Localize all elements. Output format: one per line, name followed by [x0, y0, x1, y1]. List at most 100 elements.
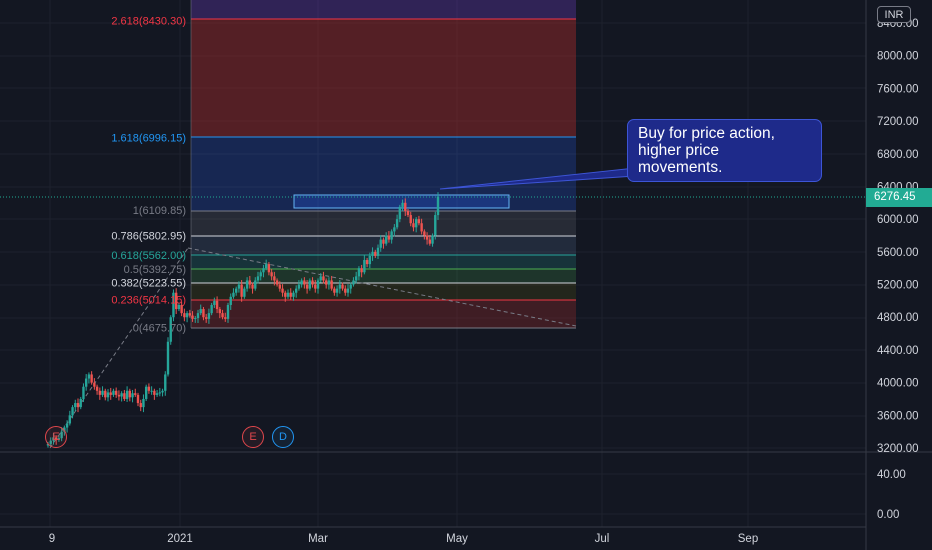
candle-body [406, 210, 410, 216]
candle-body [333, 288, 336, 293]
candle-body [346, 288, 350, 293]
candle-body [191, 315, 194, 319]
candle-body [322, 276, 325, 281]
candle-body [169, 317, 172, 342]
fib-level-label: 0.236(5014.15) [111, 295, 186, 307]
candle-body [158, 392, 162, 394]
candle-body [218, 309, 222, 314]
candle-body [376, 247, 380, 256]
candle-body [114, 390, 118, 395]
candle-body [221, 313, 224, 318]
candle-body [365, 260, 369, 265]
candle-body [398, 206, 402, 220]
price-tick-label: 7200.00 [877, 116, 919, 128]
candle-body [409, 215, 412, 224]
candle-body [259, 272, 262, 277]
candle-body [404, 202, 407, 211]
candle-body [76, 403, 80, 408]
candle-body [98, 390, 102, 395]
candle-body [79, 398, 82, 408]
candle-body [210, 304, 213, 314]
volume-axis[interactable]: 40.00 0.00 [877, 469, 906, 521]
candle-body [349, 284, 352, 289]
candle-body [436, 196, 440, 216]
candle-body [420, 223, 423, 232]
candle-body [106, 392, 110, 398]
fib-zone-0236 [191, 300, 576, 328]
candle-body [294, 288, 298, 293]
candle-body [134, 393, 137, 395]
price-tick-label: 3200.00 [877, 443, 919, 455]
earnings-event-marker[interactable]: E [45, 426, 67, 448]
candle-body [284, 292, 287, 297]
dividend-event-marker[interactable]: D [272, 426, 294, 448]
candle-body [278, 284, 282, 289]
candle-body [412, 223, 415, 228]
candle-body [316, 280, 320, 289]
candle-body [153, 390, 156, 395]
currency-badge[interactable]: INR [877, 6, 911, 23]
candle-body [128, 390, 132, 398]
candle-body [270, 272, 273, 277]
candle-body [226, 304, 230, 319]
fib-zone-1 [191, 211, 576, 236]
candle-body [234, 288, 238, 293]
callout-line-2: higher price [638, 142, 719, 159]
fib-zone-0618 [191, 255, 576, 269]
fib-zone-top [191, 0, 576, 19]
candle-body [431, 235, 434, 244]
callout-note[interactable]: Buy for price action, higher price movem… [627, 119, 822, 182]
time-tick-label: 9 [49, 533, 55, 545]
candle-body [139, 403, 142, 408]
trend-line-rising[interactable] [49, 247, 189, 449]
candle-body [237, 284, 241, 289]
candle-body [382, 239, 385, 244]
candle-body [93, 382, 96, 387]
candle-body [387, 235, 391, 240]
candle-body [123, 393, 126, 399]
candle-body [303, 280, 306, 285]
candle-body [254, 280, 257, 289]
candle-body [379, 239, 382, 248]
price-tick-label: 5200.00 [877, 280, 919, 292]
time-tick-label: Jul [595, 533, 610, 545]
candle-body [305, 284, 309, 289]
candle-body [390, 231, 393, 240]
candle-body [248, 280, 252, 285]
time-axis[interactable]: 9 2021 Mar May Jul Sep [49, 533, 758, 545]
candle-body [109, 392, 112, 395]
candle-body [319, 276, 322, 281]
time-tick-label: May [446, 533, 468, 545]
candle-body [281, 288, 284, 293]
candle-body [74, 403, 77, 408]
candle-body [417, 219, 421, 224]
candle-body [150, 390, 153, 392]
candle-body [243, 288, 246, 297]
candle-body [344, 288, 347, 293]
fib-level-label: 1.618(6996.15) [111, 133, 186, 145]
candle-body [177, 304, 181, 310]
price-tick-label: 7600.00 [877, 83, 919, 95]
candle-body [363, 260, 366, 273]
candle-body [224, 317, 227, 319]
candle-body [161, 390, 164, 393]
callout-line-3: movements. [638, 159, 723, 176]
candle-body [240, 284, 243, 297]
earnings-event-marker[interactable]: E [242, 426, 264, 448]
candle-body [125, 390, 129, 399]
price-tick-label: 5600.00 [877, 247, 919, 259]
candle-body [172, 292, 175, 318]
time-tick-label: 2021 [167, 533, 193, 545]
candle-body [164, 374, 167, 391]
candle-body [84, 378, 88, 387]
candle-body [136, 394, 140, 404]
candle-body [357, 268, 361, 277]
price-tick-label: 3600.00 [877, 410, 919, 422]
candle-body [90, 374, 93, 383]
highlight-rectangle[interactable] [293, 194, 510, 209]
candle-body [264, 264, 268, 269]
fib-extension-tool[interactable] [190, 0, 576, 329]
trend-line-falling[interactable] [187, 247, 577, 327]
price-axis[interactable]: 8400.008000.007600.007200.006800.006400.… [877, 18, 919, 455]
